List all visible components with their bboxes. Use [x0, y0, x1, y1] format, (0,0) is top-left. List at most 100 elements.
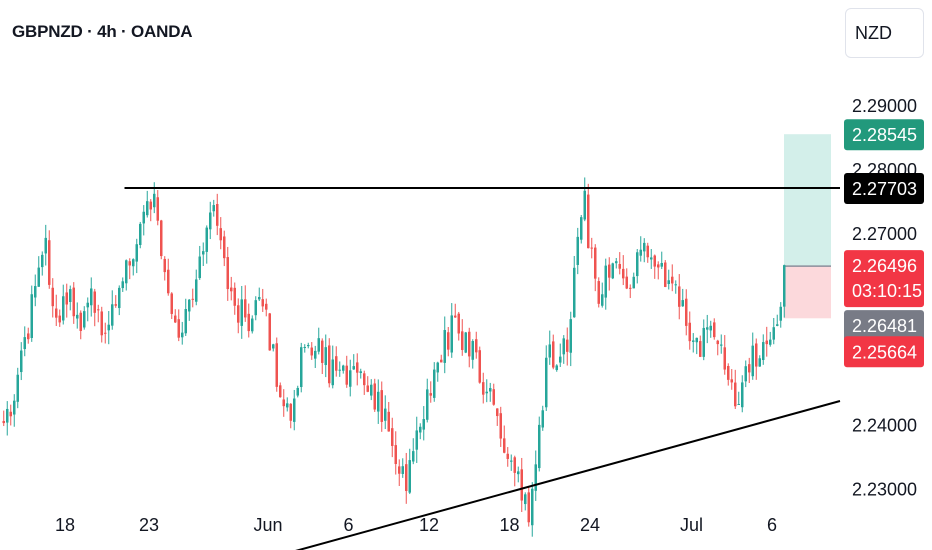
candle	[72, 282, 75, 324]
candle	[156, 190, 159, 226]
candle-body	[293, 398, 296, 422]
resistance-price-tag: 2.27703	[844, 173, 924, 205]
resistance-price-tag-text: 2.27703	[852, 179, 917, 199]
candle-body	[657, 264, 660, 268]
target-price-tag-text: 2.28545	[852, 125, 917, 145]
price-tick-label: 2.23000	[852, 480, 917, 500]
candle	[734, 369, 737, 410]
time-tick-label: 18	[499, 515, 519, 535]
candle-body	[391, 428, 394, 446]
candle	[321, 338, 324, 374]
candle	[625, 268, 628, 290]
candle	[695, 337, 698, 355]
candle	[149, 199, 152, 222]
candle	[342, 364, 345, 374]
target-price-tag: 2.28545	[844, 119, 924, 151]
candle	[202, 242, 205, 267]
candle-body	[433, 369, 436, 398]
candle	[20, 342, 23, 381]
candle-body	[541, 410, 544, 428]
candle	[709, 320, 712, 338]
candle	[779, 302, 782, 328]
candle-body	[422, 419, 425, 430]
time-tick-label: 24	[580, 515, 600, 535]
time-tick-label: 12	[419, 515, 439, 535]
candle	[741, 375, 744, 413]
candle	[55, 294, 58, 327]
candle	[562, 335, 565, 364]
candle-body	[342, 365, 345, 371]
currency-selector-button[interactable]: NZD	[845, 8, 924, 58]
candle-body	[65, 292, 68, 305]
candle	[573, 256, 576, 318]
candle	[653, 254, 656, 279]
candle	[272, 343, 275, 352]
candle-body	[590, 247, 593, 249]
candle	[762, 334, 765, 365]
support-trendline[interactable]	[259, 400, 841, 550]
candle	[328, 338, 331, 388]
candle	[233, 282, 236, 315]
candle-body	[100, 311, 103, 336]
candle-body	[258, 297, 261, 300]
candle-body	[48, 240, 51, 285]
candle	[587, 183, 590, 249]
candle-body	[629, 287, 632, 289]
price-tick-label: 2.27000	[852, 224, 917, 244]
candle	[160, 219, 163, 260]
candle-body	[93, 291, 96, 313]
candle	[359, 368, 362, 379]
candle-body	[184, 309, 187, 334]
candle	[317, 327, 320, 355]
candle-body	[601, 294, 604, 306]
candle-body	[685, 298, 688, 326]
candle-body	[62, 296, 65, 321]
candle-body	[622, 268, 625, 279]
candle	[674, 280, 677, 294]
last-price-tag: 2.26496 03:10:15	[844, 250, 924, 308]
stop-zone[interactable]	[784, 266, 831, 319]
candle-body	[496, 408, 499, 417]
candle-body	[618, 264, 621, 269]
candle-body	[72, 287, 75, 317]
candle-body	[702, 327, 705, 357]
candle-body	[426, 389, 429, 420]
candle	[23, 326, 26, 357]
candle	[167, 258, 170, 296]
candle-body	[125, 260, 128, 284]
candle-body	[562, 338, 565, 355]
candle	[2, 410, 5, 427]
candle-body	[195, 279, 198, 302]
candle	[135, 238, 138, 274]
candle-body	[363, 373, 366, 386]
candle	[583, 177, 586, 222]
candle	[230, 276, 233, 301]
candle-body	[415, 430, 418, 450]
candle-body	[636, 252, 639, 277]
candle-body	[216, 204, 219, 226]
candle	[247, 303, 250, 338]
candle-body	[160, 220, 163, 257]
candle	[478, 346, 481, 384]
candle	[363, 370, 366, 395]
candle	[678, 274, 681, 320]
candle-body	[478, 350, 481, 383]
time-tick-label: 23	[139, 515, 159, 535]
candle	[772, 317, 775, 345]
candlestick-series	[2, 177, 786, 537]
candle-body	[244, 299, 247, 318]
candle-body	[282, 399, 285, 407]
candle	[671, 264, 674, 292]
candle	[576, 227, 579, 275]
target-zone[interactable]	[784, 134, 831, 267]
candle-body	[2, 420, 5, 424]
candle	[37, 256, 40, 287]
candle	[174, 309, 177, 324]
candle-body	[559, 356, 562, 363]
candle	[667, 269, 670, 290]
candle-body	[671, 276, 674, 284]
candle-body	[709, 325, 712, 331]
candle	[27, 327, 30, 344]
candle-body	[314, 350, 317, 359]
